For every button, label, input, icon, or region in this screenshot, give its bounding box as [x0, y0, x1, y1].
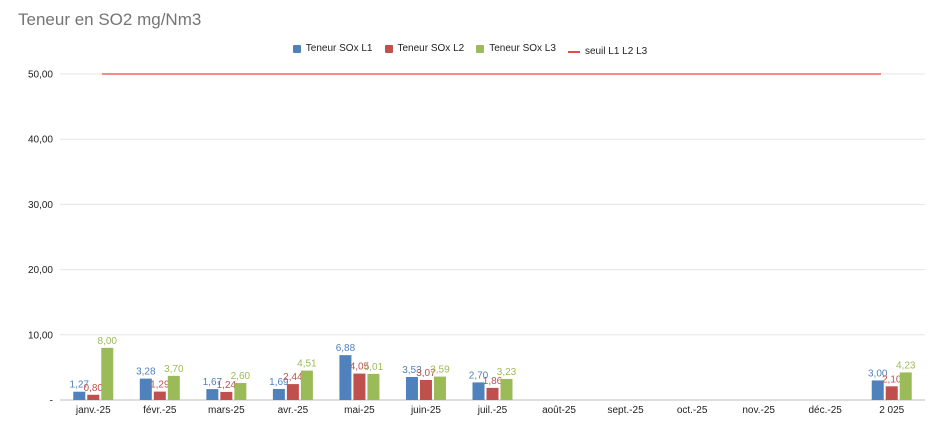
- x-tick-label: déc.-25: [809, 405, 843, 416]
- x-tick-label: juin-25: [410, 405, 441, 416]
- x-tick-label: sept.-25: [608, 405, 645, 416]
- data-label: 3,70: [164, 364, 184, 375]
- x-tick-label: nov.-25: [742, 405, 775, 416]
- bar: [206, 389, 219, 400]
- bar: [73, 391, 86, 400]
- bar: [486, 387, 499, 400]
- data-label: 4,01: [364, 362, 384, 373]
- data-label: 6,88: [336, 343, 356, 354]
- chart-legend: Teneur SOx L1 Teneur SOx L2 Teneur SOx L3 s…: [0, 43, 940, 57]
- legend-item: Teneur SOx L2: [384, 43, 465, 54]
- bar: [433, 376, 446, 400]
- bar: [871, 380, 884, 400]
- data-label: 8,00: [98, 336, 118, 347]
- x-tick-label: janv.-25: [75, 405, 111, 416]
- bar: [234, 383, 247, 400]
- x-tick-label: oct.-25: [677, 405, 708, 416]
- data-label: 1,29: [150, 380, 170, 391]
- legend-label: Teneur SOx L2: [397, 43, 465, 54]
- y-tick-label: 30,00: [28, 200, 53, 211]
- x-tick-label: mars-25: [208, 405, 245, 416]
- bar: [101, 347, 114, 400]
- bar: [87, 394, 100, 400]
- data-label: 3,28: [136, 367, 156, 378]
- data-label: 1,24: [217, 380, 237, 391]
- bar: [139, 378, 152, 400]
- legend-label: Teneur SOx L1: [305, 43, 373, 54]
- bar: [885, 386, 898, 400]
- data-label: 2,10: [882, 374, 902, 385]
- bar: [339, 355, 352, 400]
- bar: [153, 391, 166, 400]
- bar: [300, 370, 313, 400]
- bar: [405, 376, 418, 400]
- data-label: 3,00: [868, 368, 888, 379]
- bar: [899, 372, 912, 400]
- data-label: 1,86: [483, 376, 503, 387]
- bar: [167, 375, 180, 400]
- y-tick-label: 10,00: [28, 330, 53, 341]
- legend-swatch: [292, 44, 301, 53]
- x-tick-label: févr.-25: [143, 405, 177, 416]
- bar: [286, 384, 299, 400]
- x-tick-label: avr.-25: [278, 405, 309, 416]
- data-label: 4,51: [297, 359, 317, 370]
- data-label: 2,70: [469, 370, 489, 381]
- legend-label: Teneur SOx L3: [489, 43, 556, 54]
- data-label: 1,27: [70, 380, 90, 391]
- data-label: 3,59: [430, 365, 450, 376]
- data-label: 3,07: [416, 368, 436, 379]
- data-label: 3,53: [402, 365, 422, 376]
- x-tick-label: août-25: [542, 405, 576, 416]
- bar: [500, 378, 513, 400]
- y-tick-label: 20,00: [28, 265, 53, 276]
- legend-label: seuil L1 L2 L3: [584, 46, 648, 57]
- y-tick-label: 40,00: [28, 135, 53, 146]
- bar: [472, 382, 485, 400]
- y-tick-label: 50,00: [28, 70, 53, 81]
- legend-line-swatch: [567, 50, 580, 53]
- data-label: 2,44: [283, 372, 303, 383]
- bar: [353, 373, 366, 400]
- data-label: 2,60: [231, 371, 251, 382]
- legend-item: Teneur SOx L1: [292, 43, 373, 54]
- x-tick-label: 2 025: [879, 405, 904, 416]
- bar: [220, 391, 233, 400]
- data-label: 1,69: [269, 377, 289, 388]
- legend-swatch: [384, 44, 393, 53]
- data-label: 4,05: [350, 362, 370, 373]
- x-tick-label: mai-25: [344, 405, 375, 416]
- bar: [367, 373, 380, 400]
- y-tick-label: -: [50, 396, 53, 407]
- data-label: 3,23: [497, 367, 517, 378]
- bar: [272, 388, 285, 400]
- x-tick-label: juil.-25: [477, 405, 508, 416]
- chart-title: Teneur en SO2 mg/Nm3: [18, 10, 202, 29]
- bar: [419, 379, 432, 400]
- data-label: 1,67: [203, 377, 223, 388]
- data-label: 4,23: [896, 360, 916, 371]
- legend-swatch: [476, 44, 485, 53]
- legend-item: seuil L1 L2 L3: [567, 46, 648, 57]
- legend-item: Teneur SOx L3: [476, 43, 556, 54]
- data-label: 0,80: [84, 383, 104, 394]
